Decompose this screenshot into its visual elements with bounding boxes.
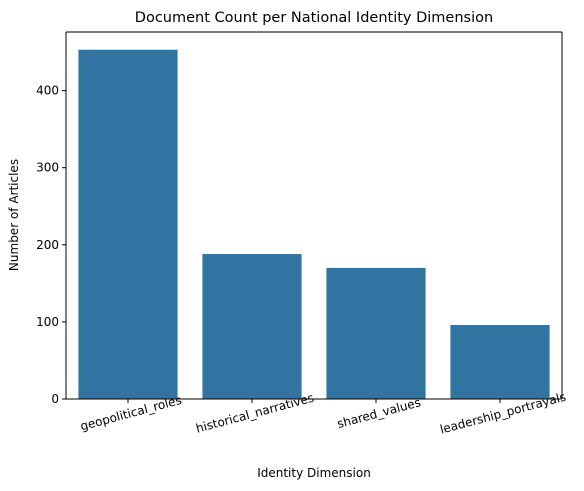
y-axis-label: Number of Articles: [7, 159, 21, 271]
y-tick-label: 300: [36, 161, 59, 175]
y-tick-label: 200: [36, 238, 59, 252]
bar-geopolitical-roles: [78, 49, 178, 399]
bars-layer: [78, 49, 550, 399]
y-tick-label: 0: [51, 392, 59, 406]
chart-title: Document Count per National Identity Dim…: [135, 10, 493, 26]
bar-shared-values: [326, 267, 426, 399]
y-tick-label: 100: [36, 315, 59, 329]
x-tick-label: shared_values: [336, 395, 423, 431]
y-ticks: 0 100 200 300 400: [36, 84, 66, 406]
axes-layer: [65, 31, 563, 400]
y-tick-label: 400: [36, 84, 59, 98]
x-axis-label: Identity Dimension: [257, 466, 371, 480]
bar-historical-narratives: [202, 254, 302, 399]
bar-leadership-portrayals: [450, 324, 550, 399]
